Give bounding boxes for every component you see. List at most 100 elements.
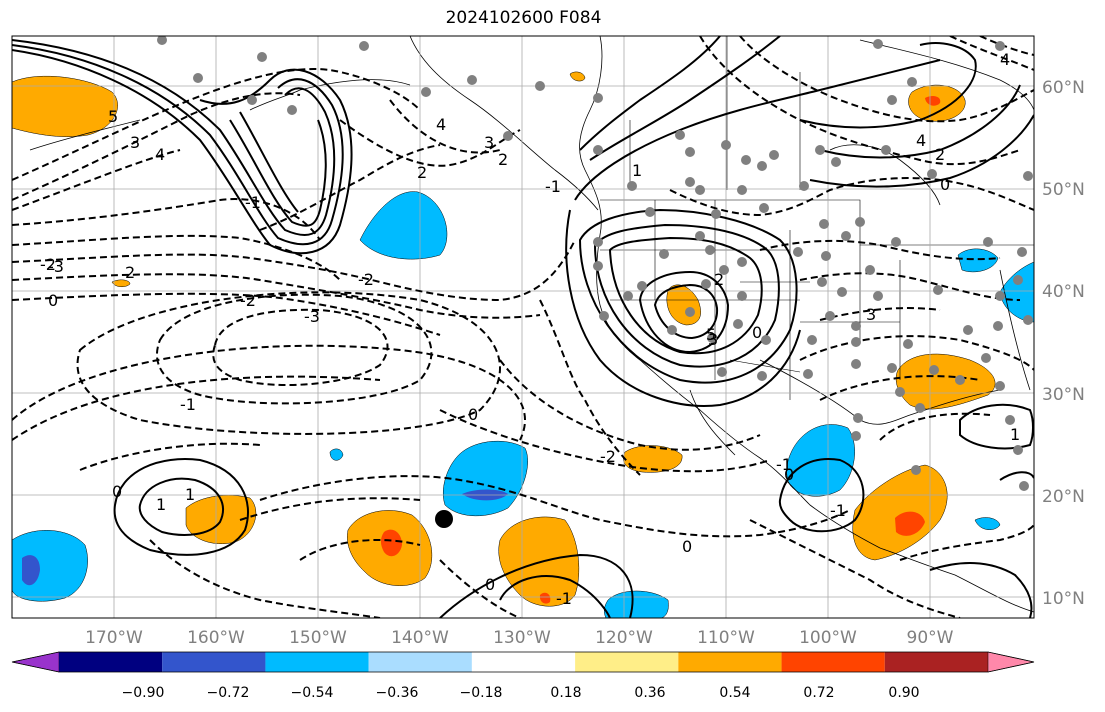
contour-label: 3 xyxy=(484,133,494,152)
shade-orange xyxy=(111,279,131,287)
contour-label: 4 xyxy=(155,145,165,164)
contour-label: -1 xyxy=(545,177,561,196)
contour-label: 0 xyxy=(112,482,122,501)
shade-blue xyxy=(974,517,1001,530)
colorbar-ticks: −0.90 −0.72 −0.54 −0.36 −0.18 0.18 0.36 … xyxy=(122,685,920,701)
lon-label: 100°W xyxy=(799,628,857,648)
contour-label: -2 xyxy=(600,447,616,466)
lon-label: 160°W xyxy=(187,628,245,648)
contour-label: 0 xyxy=(940,175,950,194)
contour-label: 5 xyxy=(706,325,716,344)
colorbar-extend-high xyxy=(987,651,1035,673)
colorbar-swatch xyxy=(678,652,782,672)
contour-label: -1 xyxy=(830,501,846,520)
colorbar-tick-label: −0.54 xyxy=(291,685,334,701)
colorbar-swatch xyxy=(781,652,885,672)
lon-label: 150°W xyxy=(289,628,347,648)
contour-label: 4 xyxy=(436,115,446,134)
colorbar-tick-label: −0.18 xyxy=(460,685,503,701)
colorbar-swatch xyxy=(471,652,576,672)
latitude-labels: 60°N 50°N 40°N 30°N 20°N 10°N xyxy=(1042,78,1085,609)
lon-label: 110°W xyxy=(697,628,755,648)
shade-orange xyxy=(852,464,948,561)
contour-label: 0 xyxy=(468,405,478,424)
colorbar-tick-label: 0.72 xyxy=(803,685,834,701)
shade-dark-blue xyxy=(22,555,40,586)
colorbar-tick-label: 0.36 xyxy=(634,685,665,701)
positive-contours xyxy=(12,36,1034,618)
contour-label: 2 xyxy=(935,145,945,164)
contour-label: 5 xyxy=(108,107,118,126)
lon-label: 170°W xyxy=(85,628,143,648)
colorbar-swatch xyxy=(884,652,988,672)
shade-blue xyxy=(359,191,448,260)
contour-label: 2 xyxy=(714,270,724,289)
colorbar-tick-label: 0.18 xyxy=(550,685,581,701)
lat-label: 50°N xyxy=(1042,180,1085,200)
contour-label: -1 xyxy=(556,589,572,608)
lat-label: 20°N xyxy=(1042,487,1085,507)
shade-blue xyxy=(329,448,344,461)
shade-orange xyxy=(12,75,118,137)
state-borders xyxy=(600,36,1034,400)
contour-label: -1 xyxy=(180,395,196,414)
shaded-anomalies xyxy=(12,71,1034,618)
shade-red xyxy=(895,511,925,536)
contour-label: 2 xyxy=(498,150,508,169)
lon-label: 140°W xyxy=(391,628,449,648)
colorbar-swatch xyxy=(59,652,163,672)
colorbar-tick-label: −0.90 xyxy=(122,685,165,701)
contour-label: 0 xyxy=(485,575,495,594)
contour-label: 4 xyxy=(916,131,926,150)
shade-blue xyxy=(957,248,999,273)
contour-label: -2 xyxy=(358,270,374,289)
plot-title: 2024102600 F084 xyxy=(445,8,602,28)
contour-label: -3 xyxy=(48,257,64,276)
colorbar-tick-label: 0.90 xyxy=(888,685,919,701)
contour-label: 2 xyxy=(125,263,135,282)
colorbar xyxy=(11,651,1035,673)
colorbar-tick-label: −0.72 xyxy=(207,685,250,701)
contour-label: 0 xyxy=(682,537,692,556)
contour-label: -2 xyxy=(240,291,256,310)
contour-label: -1 xyxy=(776,455,792,474)
contour-label: 2 xyxy=(417,163,427,182)
longitude-labels: 170°W 160°W 150°W 140°W 130°W 120°W 110°… xyxy=(85,628,954,648)
lat-label: 40°N xyxy=(1042,282,1085,302)
colorbar-tick-label: −0.36 xyxy=(376,685,419,701)
colorbar-swatch xyxy=(265,652,369,672)
contour-label: 3 xyxy=(130,133,140,152)
contour-label: 1 xyxy=(156,495,166,514)
contour-label: 3 xyxy=(866,305,876,324)
shade-red xyxy=(381,529,402,557)
shade-orange xyxy=(895,353,996,410)
contour-label: 1 xyxy=(1010,425,1020,444)
shade-blue xyxy=(999,261,1034,323)
lat-label: 10°N xyxy=(1042,589,1085,609)
negative-contours xyxy=(12,36,1034,618)
lon-label: 120°W xyxy=(595,628,653,648)
shade-orange xyxy=(569,71,586,82)
contour-label: 3 xyxy=(708,330,718,349)
colorbar-swatch xyxy=(162,652,266,672)
contour-label: 4 xyxy=(1000,50,1010,69)
map-frame xyxy=(11,35,1035,619)
contour-label: -1 xyxy=(245,193,261,212)
lon-label: 130°W xyxy=(493,628,551,648)
shade-red xyxy=(925,95,941,106)
contour-label: -2 xyxy=(40,255,56,274)
colorbar-tick-label: 0.54 xyxy=(719,685,750,701)
colorbar-swatch xyxy=(575,652,679,672)
colorbar-swatch xyxy=(368,652,472,672)
center-marker xyxy=(435,510,453,528)
contour-label: 1 xyxy=(632,161,642,180)
contour-label: -3 xyxy=(304,307,320,326)
lat-label: 60°N xyxy=(1042,78,1085,98)
shade-orange xyxy=(623,445,683,473)
colorbar-outline xyxy=(11,651,1035,673)
colorbar-extend-low xyxy=(11,651,60,673)
contour-label: 1 xyxy=(185,485,195,504)
contour-label: 0 xyxy=(48,291,58,310)
lat-label: 30°N xyxy=(1042,385,1085,405)
